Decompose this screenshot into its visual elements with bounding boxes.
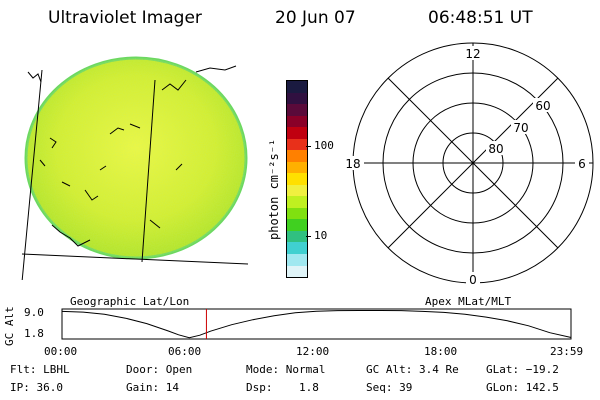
colorbar-segment	[287, 81, 307, 93]
x-tick-2359: 23:59	[550, 345, 584, 358]
colorbar-segment	[287, 127, 307, 139]
mode-status: Mode: Normal	[246, 363, 326, 376]
colorbar-unit-label: photon cm⁻²s⁻¹	[267, 138, 281, 240]
mlt-label-bottom: 0	[469, 273, 477, 287]
colorbar-segment	[287, 196, 307, 208]
colorbar-segment	[287, 150, 307, 162]
colorbar-segment	[287, 92, 307, 105]
date-label: 20 Jun 07	[275, 8, 356, 28]
mlt-label-top: 12	[465, 47, 480, 61]
colorbar-segment	[287, 253, 307, 266]
globe-caption: Geographic Lat/Lon	[70, 295, 190, 308]
colorbar	[286, 80, 308, 278]
colorbar-segment	[287, 138, 307, 151]
coastline-overlay	[27, 65, 237, 247]
colorbar-label-10: 10	[314, 229, 328, 242]
lat-lon-grid	[21, 69, 249, 280]
lat-label-60: 60	[535, 99, 550, 113]
uv-globe-image	[21, 56, 249, 280]
mlt-label-left: 18	[345, 157, 360, 171]
colorbar-segment	[287, 184, 307, 197]
colorbar-segment	[287, 265, 307, 278]
altitude-ytick-max: 9.0	[24, 306, 44, 319]
colorbar-segment	[287, 104, 307, 116]
dsp-status: Dsp: 1.8	[246, 381, 319, 394]
colorbar-segment	[287, 219, 307, 231]
seq-status: Seq: 39	[366, 381, 413, 394]
colorbar-tick-100	[306, 146, 311, 147]
colorbar-segment	[287, 230, 307, 243]
gain-status: Gain: 14	[126, 381, 179, 394]
colorbar-segment	[287, 115, 307, 128]
door-status: Door: Open	[126, 363, 193, 376]
polar-mlat-mlt-plot: 12 6 0 18 60 70 80	[342, 42, 594, 287]
x-tick-0000: 00:00	[44, 345, 78, 358]
altitude-ytick-min: 1.8	[24, 327, 44, 340]
gc-alt-status: GC Alt: 3.4 Re	[366, 363, 459, 376]
app-title: Ultraviolet Imager	[48, 8, 202, 28]
ip-status: IP: 36.0	[10, 381, 63, 394]
glat-status: GLat: −19.2	[486, 363, 559, 376]
altitude-series-line	[61, 310, 571, 339]
time-label: 06:48:51 UT	[428, 8, 533, 28]
colorbar-segment	[287, 161, 307, 174]
x-tick-1200: 12:00	[296, 345, 330, 358]
colorbar-segment	[287, 242, 307, 254]
polar-caption: Apex MLat/MLT	[425, 295, 512, 308]
lat-label-70: 70	[513, 121, 528, 135]
altitude-plot-frame	[61, 308, 572, 340]
lat-label-80: 80	[488, 142, 503, 156]
glon-status: GLon: 142.5	[486, 381, 559, 394]
colorbar-label-100: 100	[314, 139, 334, 152]
colorbar-segment	[287, 207, 307, 220]
filter-status: Flt: LBHL	[10, 363, 70, 376]
colorbar-segment	[287, 173, 307, 185]
colorbar-tick-10	[306, 236, 311, 237]
polar-diagonal-2	[387, 77, 559, 249]
mlt-label-right: 6	[578, 157, 586, 171]
x-tick-0600: 06:00	[168, 345, 202, 358]
altitude-plot	[61, 308, 572, 340]
x-tick-1800: 18:00	[424, 345, 458, 358]
